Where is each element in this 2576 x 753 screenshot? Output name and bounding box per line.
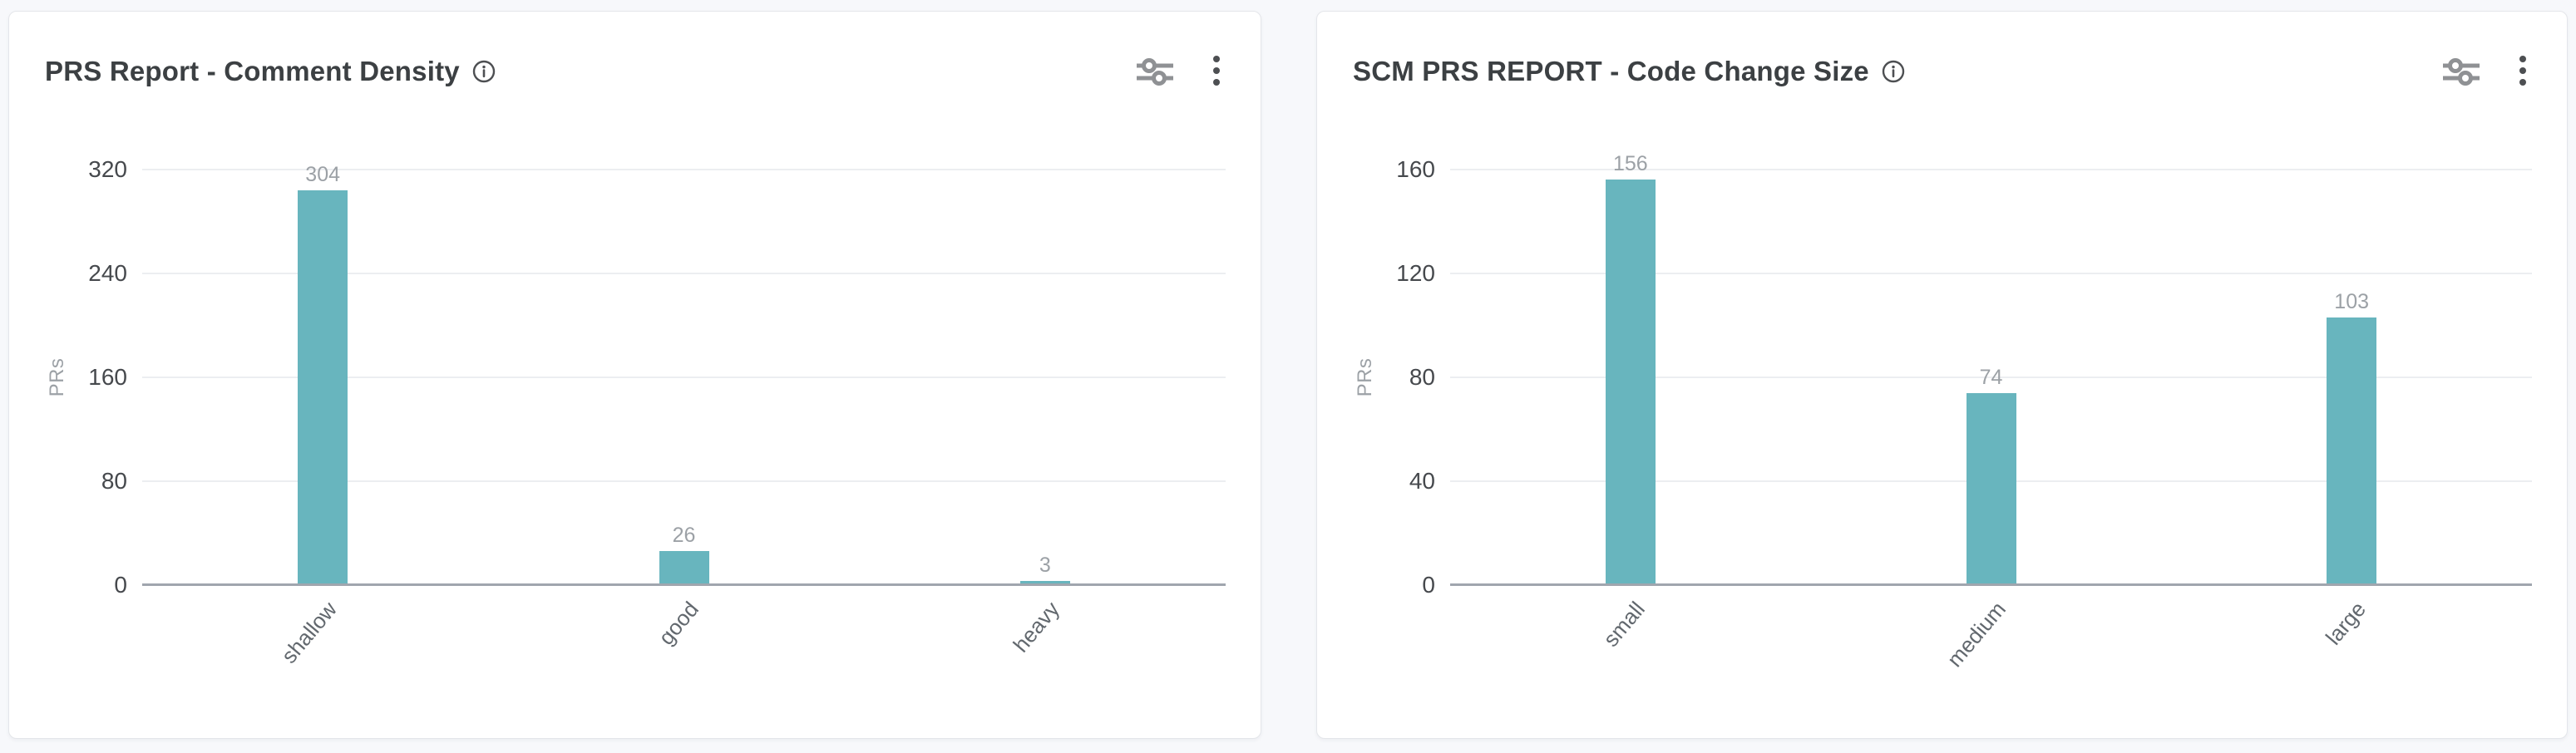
filter-sliders-icon[interactable]: [2442, 57, 2480, 86]
x-category-label: shallow: [276, 597, 343, 668]
y-tick-label: 320: [88, 156, 127, 182]
gridline: [1450, 273, 2532, 274]
bar-good[interactable]: [659, 551, 709, 585]
bar-value-label: 3: [1039, 554, 1051, 577]
y-tick-label: 80: [101, 468, 127, 494]
y-tick-label: 80: [1409, 364, 1435, 390]
bar-chart-code-change-size: 0 40 80 120 160 156 small 74 medium 103 large: [1396, 152, 2532, 672]
bar-medium[interactable]: [1966, 393, 2016, 585]
bar-large[interactable]: [2327, 317, 2377, 585]
gridline: [1450, 376, 2532, 378]
x-category-label: large: [2320, 597, 2371, 650]
info-icon[interactable]: [1882, 60, 1905, 83]
y-tick-label: 160: [1396, 156, 1435, 182]
bar-value-label: 26: [672, 524, 696, 547]
gridline: [142, 480, 1226, 482]
card-title: PRS Report - Comment Density: [45, 56, 460, 86]
gridline: [142, 376, 1226, 378]
y-tick-label: 0: [114, 572, 127, 598]
y-tick-label: 0: [1422, 572, 1435, 598]
x-category-label: medium: [1942, 597, 2011, 672]
y-tick-label: 160: [88, 364, 127, 390]
bar-heavy[interactable]: [1019, 581, 1070, 585]
gridline: [142, 273, 1226, 274]
gridline: [1450, 169, 2532, 170]
x-category-label: heavy: [1008, 597, 1064, 657]
card-toolbar: [1136, 55, 1221, 88]
bar-value-label: 103: [2334, 290, 2370, 313]
x-axis-line: [142, 583, 1226, 586]
y-axis-title: PRs: [46, 357, 68, 397]
chart-card-comment-density: PRS Report - Comment Density: [8, 11, 1261, 739]
card-toolbar: [2442, 55, 2527, 88]
bar-value-label: 156: [1612, 152, 1648, 175]
bar-chart-comment-density: 0 80 160 240 320 304 shallow 26 good 3 heavy: [88, 156, 1226, 668]
card-header: SCM PRS REPORT - Code Change Size: [1353, 55, 2527, 88]
y-tick-label: 40: [1409, 468, 1435, 494]
y-axis-title: PRs: [1354, 357, 1376, 397]
y-tick-label: 240: [88, 260, 127, 286]
bar-value-label: 304: [305, 163, 341, 186]
x-axis-line: [1450, 583, 2532, 586]
bar-shallow[interactable]: [298, 190, 348, 585]
kebab-menu-icon[interactable]: [1212, 55, 1221, 88]
y-tick-label: 120: [1396, 260, 1435, 286]
kebab-menu-icon[interactable]: [2519, 55, 2527, 88]
bar-small[interactable]: [1605, 180, 1656, 585]
bar-value-label: 74: [1979, 366, 2003, 389]
x-category-label: small: [1597, 597, 1650, 652]
chart-card-code-change-size: SCM PRS REPORT - Code Change Size: [1316, 11, 2568, 739]
info-icon[interactable]: [472, 60, 496, 83]
x-category-label: good: [653, 597, 703, 650]
gridline: [142, 169, 1226, 170]
card-header: PRS Report - Comment Density: [45, 55, 1221, 88]
card-title: SCM PRS REPORT - Code Change Size: [1353, 56, 1869, 86]
filter-sliders-icon[interactable]: [1136, 57, 1174, 86]
